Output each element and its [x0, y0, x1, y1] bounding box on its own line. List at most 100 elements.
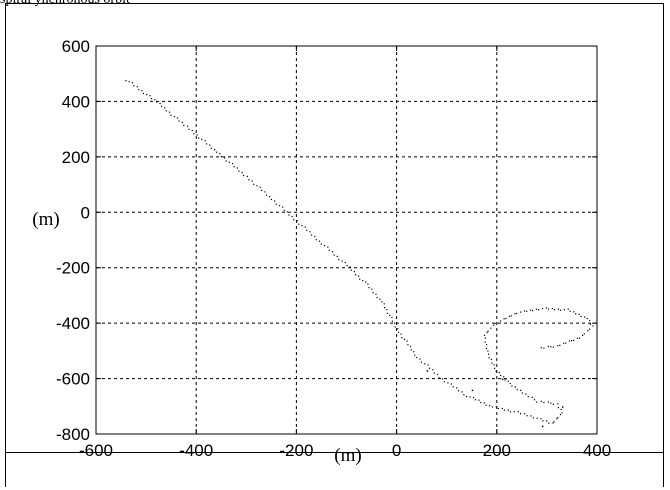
data-point	[510, 315, 512, 317]
data-point	[238, 170, 240, 172]
data-point	[503, 318, 505, 320]
data-point	[514, 386, 516, 388]
data-point	[336, 255, 338, 257]
data-point	[583, 333, 585, 335]
data-point	[540, 418, 542, 420]
data-point	[486, 344, 488, 346]
data-point	[494, 367, 496, 369]
data-point	[375, 293, 377, 295]
data-point	[391, 320, 393, 322]
data-point	[559, 344, 561, 346]
data-point	[478, 399, 480, 401]
data-point	[168, 111, 171, 113]
data-point	[490, 358, 492, 361]
data-point	[536, 417, 538, 419]
data-point	[133, 85, 135, 87]
data-point	[547, 401, 549, 403]
data-point	[579, 337, 581, 339]
data-point	[406, 340, 408, 342]
data-point	[372, 292, 374, 294]
data-point	[414, 354, 416, 356]
data-point	[516, 389, 518, 391]
data-point	[536, 401, 538, 403]
data-point	[128, 81, 130, 83]
data-point	[552, 403, 554, 405]
data-point	[391, 316, 393, 319]
data-point	[256, 185, 258, 187]
x-tick-label: 200	[483, 441, 511, 460]
data-point	[573, 311, 575, 313]
data-point	[146, 94, 148, 96]
x-tick-labels: -600 -400 -200 0 200 400	[79, 441, 611, 460]
data-point	[457, 390, 460, 392]
data-point	[397, 331, 400, 333]
x-tick-label: -600	[79, 441, 113, 460]
data-point	[526, 310, 528, 312]
data-point	[493, 364, 495, 366]
data-point	[383, 303, 385, 305]
data-point	[487, 330, 489, 332]
data-point	[501, 407, 503, 410]
data-point	[466, 395, 468, 398]
data-point	[220, 156, 222, 158]
data-point	[236, 167, 238, 169]
data-point	[214, 149, 216, 151]
data-point	[452, 386, 454, 388]
data-point	[278, 205, 281, 207]
data-point	[324, 245, 326, 247]
data-point	[413, 351, 415, 353]
data-point	[186, 125, 189, 127]
data-point	[216, 151, 218, 153]
data-point	[541, 307, 544, 310]
data-point	[557, 345, 559, 347]
data-point	[261, 189, 263, 191]
data-point	[521, 392, 523, 394]
data-point	[441, 378, 444, 380]
data-point	[501, 378, 504, 381]
data-point	[575, 313, 577, 315]
data-point	[178, 120, 180, 122]
x-tick-label: -200	[279, 441, 313, 460]
data-point	[531, 396, 533, 398]
data-points	[125, 80, 594, 428]
data-point	[563, 342, 565, 344]
data-point	[582, 334, 584, 336]
data-point	[328, 249, 330, 251]
data-point	[296, 220, 298, 222]
data-point	[224, 157, 226, 159]
data-point	[450, 383, 452, 385]
data-point	[580, 316, 582, 318]
data-point	[368, 287, 370, 289]
data-point	[338, 259, 340, 261]
data-point	[275, 203, 277, 205]
data-point	[188, 128, 190, 130]
y-tick-label: -200	[56, 259, 90, 278]
data-point	[310, 234, 313, 236]
y-tick-label: -400	[56, 314, 90, 333]
data-point	[225, 160, 227, 162]
grid-lines	[96, 46, 597, 434]
data-point	[193, 133, 195, 135]
data-point	[559, 309, 562, 311]
data-point	[503, 376, 505, 378]
data-point	[386, 309, 388, 311]
data-point	[288, 214, 290, 216]
data-point	[353, 270, 355, 273]
data-point	[489, 405, 491, 407]
data-point	[269, 196, 271, 198]
data-point	[228, 161, 230, 163]
data-point	[567, 308, 569, 310]
data-point	[318, 240, 321, 242]
data-point	[490, 327, 492, 329]
data-point	[540, 400, 542, 402]
y-tick-label: 0	[81, 203, 90, 222]
data-point	[527, 396, 529, 398]
data-point	[540, 347, 542, 349]
data-point	[480, 401, 482, 404]
data-point	[428, 367, 431, 369]
y-tick-label: -600	[56, 370, 90, 389]
data-point	[547, 308, 550, 310]
data-point	[181, 121, 183, 123]
data-point	[513, 411, 515, 413]
